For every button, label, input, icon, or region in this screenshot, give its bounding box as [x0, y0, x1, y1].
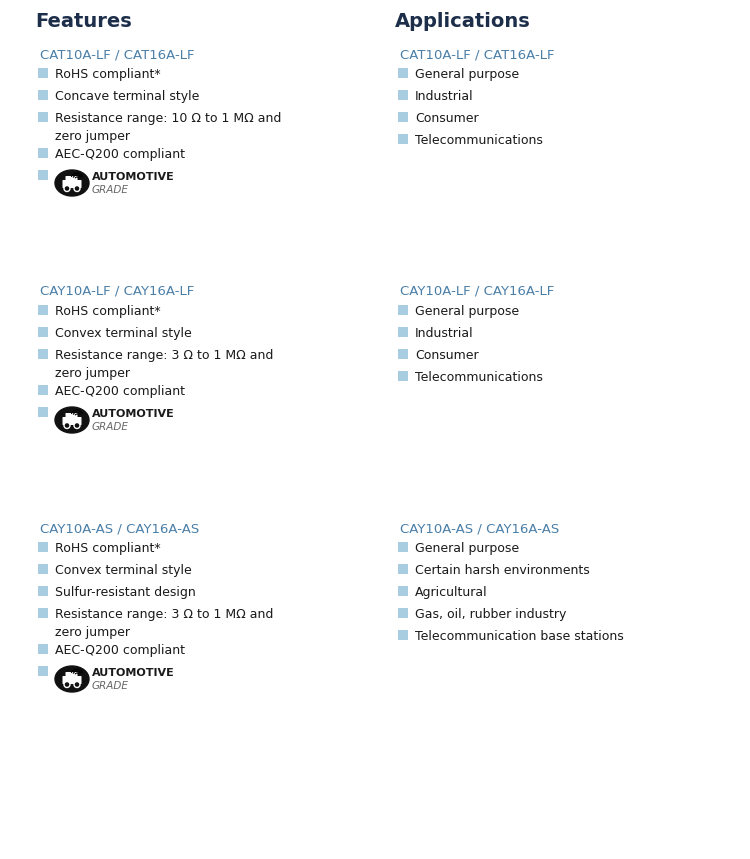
FancyBboxPatch shape — [38, 90, 48, 100]
FancyBboxPatch shape — [38, 666, 48, 676]
Text: Consumer: Consumer — [415, 112, 478, 125]
FancyBboxPatch shape — [398, 349, 408, 359]
Text: Consumer: Consumer — [415, 349, 478, 362]
Text: Resistance range: 10 Ω to 1 MΩ and: Resistance range: 10 Ω to 1 MΩ and — [55, 112, 281, 125]
Text: CAT10A-LF / CAT16A-LF: CAT10A-LF / CAT16A-LF — [400, 48, 554, 61]
Text: CAY10A-AS / CAY16A-AS: CAY10A-AS / CAY16A-AS — [400, 522, 560, 535]
Ellipse shape — [55, 407, 89, 433]
FancyBboxPatch shape — [38, 644, 48, 654]
Text: CAY10A-LF / CAY16A-LF: CAY10A-LF / CAY16A-LF — [400, 285, 554, 298]
Text: General purpose: General purpose — [415, 305, 519, 318]
FancyBboxPatch shape — [65, 413, 77, 419]
FancyBboxPatch shape — [62, 180, 82, 188]
FancyBboxPatch shape — [398, 542, 408, 552]
Text: RoHS compliant*: RoHS compliant* — [55, 542, 160, 555]
Text: RoHS compliant*: RoHS compliant* — [55, 305, 160, 318]
Text: AUTOMOTIVE: AUTOMOTIVE — [92, 172, 175, 182]
Ellipse shape — [55, 170, 89, 196]
FancyBboxPatch shape — [38, 170, 48, 180]
Text: GRADE: GRADE — [92, 422, 129, 432]
FancyBboxPatch shape — [38, 564, 48, 574]
FancyBboxPatch shape — [398, 68, 408, 78]
FancyBboxPatch shape — [398, 608, 408, 618]
Circle shape — [64, 681, 70, 687]
FancyBboxPatch shape — [38, 112, 48, 122]
Text: General purpose: General purpose — [415, 542, 519, 555]
FancyBboxPatch shape — [62, 417, 82, 425]
FancyBboxPatch shape — [65, 672, 77, 678]
Text: zero jumper: zero jumper — [55, 367, 130, 380]
Text: AEC-Q200 compliant: AEC-Q200 compliant — [55, 644, 185, 657]
Text: Telecommunication base stations: Telecommunication base stations — [415, 630, 624, 643]
FancyBboxPatch shape — [38, 148, 48, 158]
Text: Applications: Applications — [395, 12, 531, 31]
FancyBboxPatch shape — [38, 385, 48, 395]
Circle shape — [64, 423, 70, 429]
Text: Industrial: Industrial — [415, 90, 474, 103]
FancyBboxPatch shape — [398, 305, 408, 315]
FancyBboxPatch shape — [398, 112, 408, 122]
Text: Concave terminal style: Concave terminal style — [55, 90, 200, 103]
FancyBboxPatch shape — [62, 676, 82, 684]
FancyBboxPatch shape — [398, 630, 408, 640]
FancyBboxPatch shape — [38, 407, 48, 417]
FancyBboxPatch shape — [38, 542, 48, 552]
FancyBboxPatch shape — [398, 564, 408, 574]
FancyBboxPatch shape — [398, 586, 408, 596]
Text: General purpose: General purpose — [415, 68, 519, 81]
Text: zero jumper: zero jumper — [55, 626, 130, 639]
Text: Sulfur-resistant design: Sulfur-resistant design — [55, 586, 196, 599]
Text: Resistance range: 3 Ω to 1 MΩ and: Resistance range: 3 Ω to 1 MΩ and — [55, 349, 273, 362]
Text: AEC-Q200 compliant: AEC-Q200 compliant — [55, 148, 185, 161]
Text: AUTOMOTIVE: AUTOMOTIVE — [92, 409, 175, 419]
FancyBboxPatch shape — [38, 586, 48, 596]
FancyBboxPatch shape — [398, 134, 408, 144]
Text: GRADE: GRADE — [92, 681, 129, 691]
Text: CAT10A-LF / CAT16A-LF: CAT10A-LF / CAT16A-LF — [40, 48, 194, 61]
FancyBboxPatch shape — [38, 608, 48, 618]
FancyBboxPatch shape — [38, 327, 48, 337]
Text: Agricultural: Agricultural — [415, 586, 488, 599]
FancyBboxPatch shape — [65, 176, 77, 182]
Text: Convex terminal style: Convex terminal style — [55, 564, 192, 577]
Text: Industrial: Industrial — [415, 327, 474, 340]
Text: zero jumper: zero jumper — [55, 130, 130, 143]
Text: RoHS compliant*: RoHS compliant* — [55, 68, 160, 81]
Ellipse shape — [55, 666, 89, 692]
Text: Certain harsh environments: Certain harsh environments — [415, 564, 590, 577]
Text: Gas, oil, rubber industry: Gas, oil, rubber industry — [415, 608, 566, 621]
Text: AUTOMOTIVE: AUTOMOTIVE — [92, 668, 175, 678]
FancyBboxPatch shape — [38, 305, 48, 315]
Circle shape — [74, 681, 80, 687]
Text: Resistance range: 3 Ω to 1 MΩ and: Resistance range: 3 Ω to 1 MΩ and — [55, 608, 273, 621]
Circle shape — [64, 186, 70, 192]
FancyBboxPatch shape — [398, 327, 408, 337]
Text: GRADE: GRADE — [92, 185, 129, 195]
Text: AEC-Q200 compliant: AEC-Q200 compliant — [55, 385, 185, 398]
Text: Convex terminal style: Convex terminal style — [55, 327, 192, 340]
Text: CAY10A-LF / CAY16A-LF: CAY10A-LF / CAY16A-LF — [40, 285, 194, 298]
FancyBboxPatch shape — [398, 90, 408, 100]
FancyBboxPatch shape — [38, 349, 48, 359]
FancyBboxPatch shape — [38, 68, 48, 78]
FancyBboxPatch shape — [398, 371, 408, 381]
Text: Telecommunications: Telecommunications — [415, 371, 543, 384]
Text: CAY10A-AS / CAY16A-AS: CAY10A-AS / CAY16A-AS — [40, 522, 200, 535]
Text: Features: Features — [35, 12, 132, 31]
Circle shape — [74, 186, 80, 192]
Circle shape — [74, 423, 80, 429]
Text: Telecommunications: Telecommunications — [415, 134, 543, 147]
